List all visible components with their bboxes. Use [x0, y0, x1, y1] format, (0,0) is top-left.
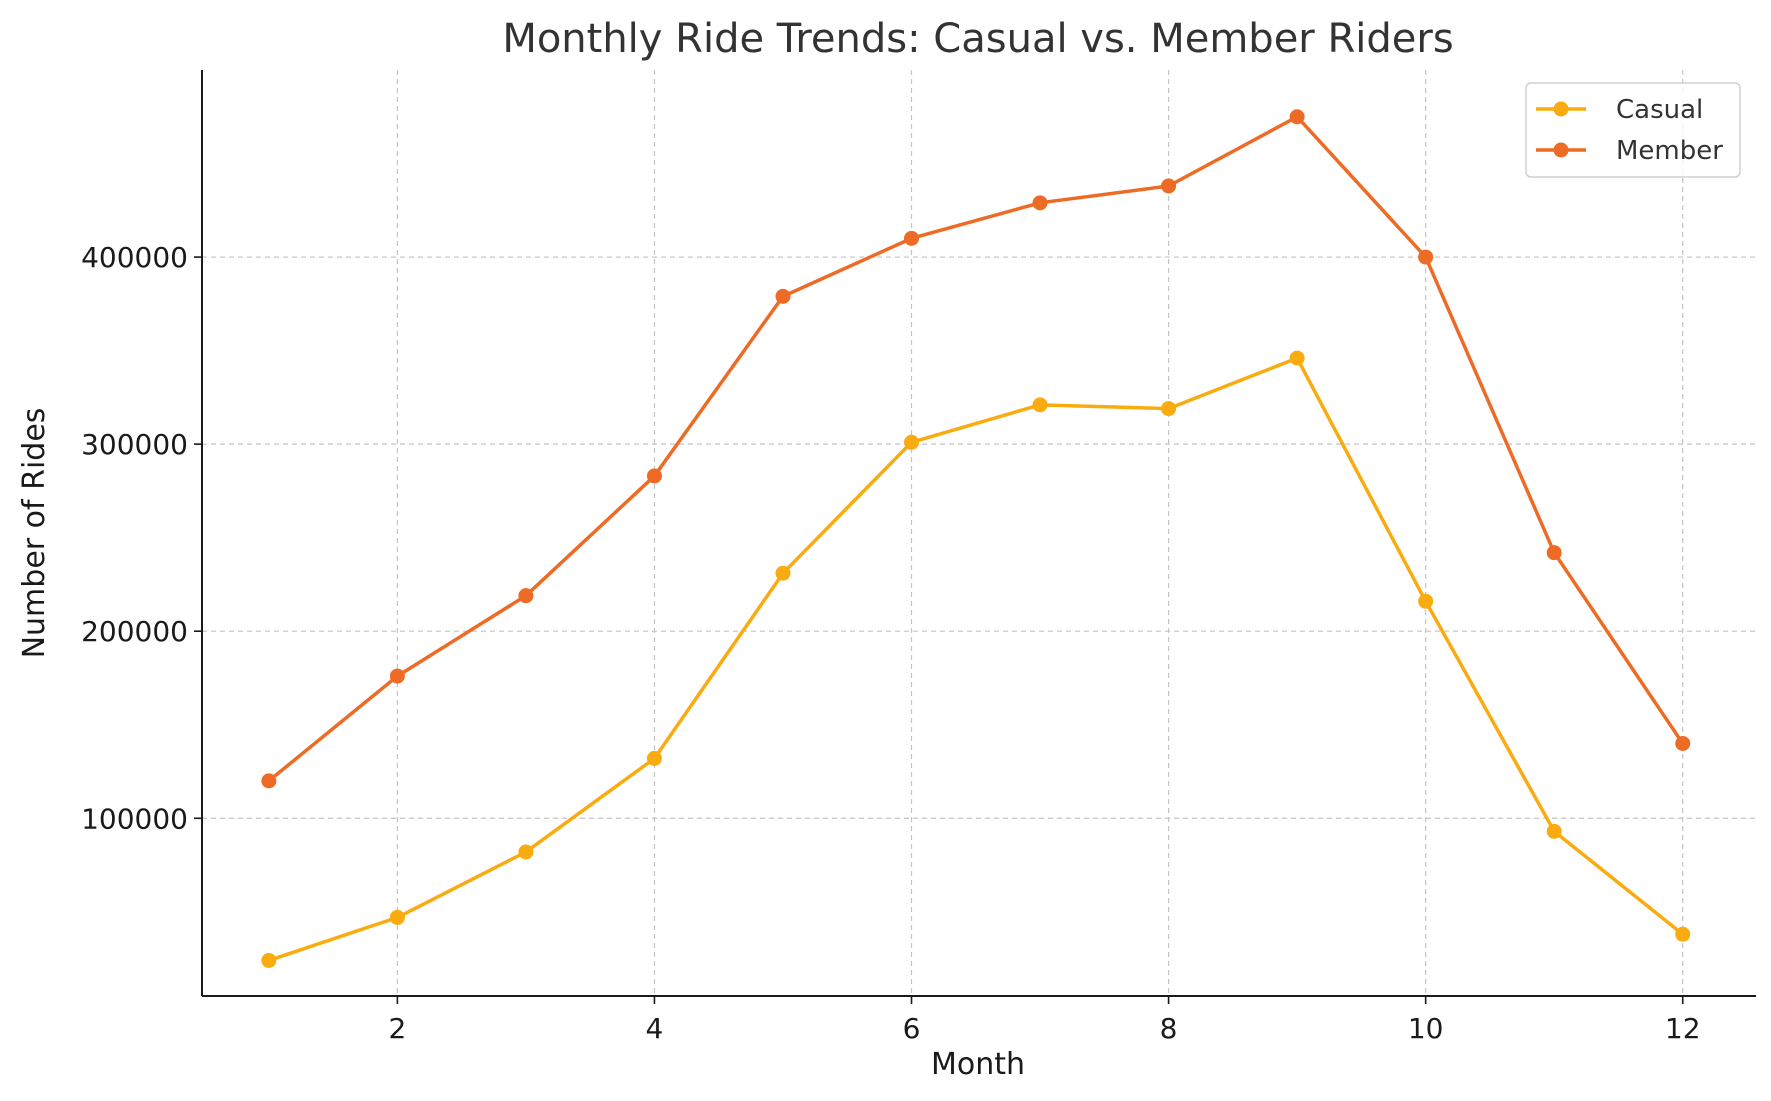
- legend-label: Casual: [1616, 95, 1703, 125]
- data-point-casual: [389, 909, 405, 925]
- grid-lines: [202, 70, 1756, 996]
- series-line-member: [267, 115, 1685, 783]
- x-tick-label: 4: [646, 1012, 664, 1045]
- data-point-member: [1289, 109, 1305, 125]
- x-tick-label: 12: [1665, 1012, 1701, 1045]
- data-point-member: [389, 668, 405, 684]
- y-tick-label: 200000: [81, 615, 188, 648]
- y-axis-label: Number of Rides: [17, 408, 52, 659]
- legend-box: [1525, 82, 1741, 178]
- data-point-member: [261, 773, 277, 789]
- series-line-casual: [268, 356, 1684, 963]
- data-point-casual: [1289, 350, 1305, 366]
- data-point-member: [1032, 195, 1048, 211]
- series-layer: [261, 109, 1691, 968]
- data-point-casual: [261, 952, 277, 968]
- x-tick-label: 6: [903, 1012, 921, 1045]
- data-point-member: [518, 588, 534, 604]
- data-point-casual: [1418, 593, 1434, 609]
- y-ticks: 100000 200000 300000 400000: [81, 241, 202, 835]
- data-point-casual: [1032, 397, 1048, 413]
- data-point-casual: [1161, 401, 1177, 417]
- data-point-member: [1546, 545, 1562, 561]
- axes: [201, 70, 1756, 997]
- data-point-casual: [1546, 823, 1562, 839]
- data-point-casual: [518, 844, 534, 860]
- x-ticks: 2 4 6 8 10 12: [388, 996, 1701, 1045]
- data-point-casual: [775, 565, 791, 581]
- legend-swatch-marker: [1553, 101, 1569, 117]
- data-point-member: [904, 230, 920, 246]
- y-tick-label: 400000: [81, 241, 188, 274]
- data-point-member: [1675, 735, 1691, 751]
- x-tick-label: 8: [1160, 1012, 1178, 1045]
- series-casual: [261, 350, 1691, 968]
- data-point-member: [775, 288, 791, 304]
- data-point-member: [1418, 249, 1434, 265]
- legend-item-member[interactable]: Member: [1536, 136, 1723, 166]
- data-point-casual: [646, 750, 662, 766]
- legend-label: Member: [1616, 136, 1723, 166]
- y-tick-label: 300000: [81, 428, 188, 461]
- data-point-member: [1161, 178, 1177, 194]
- data-point-member: [646, 468, 662, 484]
- legend-item-casual[interactable]: Casual: [1536, 95, 1703, 125]
- x-tick-label: 10: [1408, 1012, 1444, 1045]
- x-tick-label: 2: [388, 1012, 406, 1045]
- data-point-casual: [904, 434, 920, 450]
- legend[interactable]: Casual Member: [1525, 82, 1741, 178]
- x-axis-label: Month: [931, 1047, 1025, 1082]
- data-point-casual: [1675, 926, 1691, 942]
- series-member: [261, 109, 1691, 789]
- y-tick-label: 100000: [81, 802, 188, 835]
- legend-swatch-marker: [1553, 142, 1569, 158]
- chart-title: Monthly Ride Trends: Casual vs. Member R…: [502, 16, 1453, 62]
